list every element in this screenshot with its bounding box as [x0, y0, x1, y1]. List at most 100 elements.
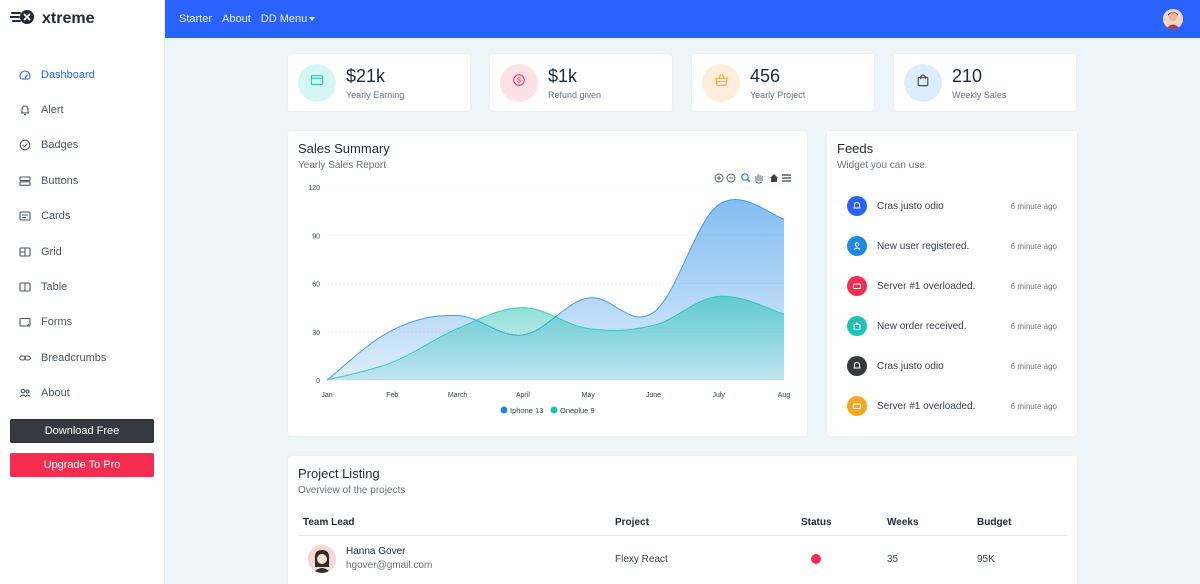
user-avatar[interactable] [1163, 9, 1183, 29]
sales-summary-card: Sales Summary Yearly Sales Report Jan Feb… [288, 131, 807, 436]
col-header-team-lead: Team Lead [303, 517, 355, 528]
status-dot [811, 554, 821, 564]
feed-item[interactable]: Cras justo odio 6 minute ago [847, 356, 1057, 376]
hdd-icon [847, 276, 867, 296]
stat-card-refund-given: $ $1k Refund given [490, 54, 672, 111]
zoom-out-icon[interactable] [726, 173, 736, 183]
feed-time: 6 minute ago [1010, 241, 1057, 251]
feed-text: New user registered. [877, 240, 970, 252]
chart-toolbar [714, 173, 791, 184]
table-header-row: Team Lead Project Status Weeks Budget [298, 516, 1067, 536]
sidebar-item-breadcrumbs[interactable]: Breadcrumbs [0, 340, 164, 375]
card-title: Feeds [837, 141, 874, 156]
link-icon [19, 352, 31, 364]
legend-label[interactable]: Iphone 13 [510, 406, 543, 415]
project-listing-card: Project Listing Overview of the projects… [288, 456, 1077, 584]
dd-menu-label: DD Menu [260, 13, 308, 25]
feed-time: 6 minute ago [1010, 201, 1057, 211]
people-icon [19, 387, 31, 399]
sidebar-item-label: Grid [41, 245, 62, 258]
y-tick-label: 90 [312, 233, 320, 240]
person-icon [847, 236, 867, 256]
card-title: Project Listing [298, 466, 380, 481]
feed-text: New order received. [877, 320, 967, 332]
x-tick-label: Feb [386, 392, 398, 399]
sidebar-item-cards[interactable]: Cards [0, 199, 164, 234]
sidebar-item-label: Forms [41, 316, 73, 329]
sidebar-item-forms[interactable]: Forms [0, 305, 164, 340]
sidebar-nav: Dashboard Alert Badges Buttons Cards Grid Tabl… [0, 57, 164, 411]
stat-value: $21k [346, 65, 386, 86]
x-tick-label: Aug [778, 392, 791, 399]
col-header-budget: Budget [977, 517, 1012, 528]
layout-split-icon [19, 281, 31, 293]
x-tick-label: July [712, 392, 725, 399]
feed-item[interactable]: New order received. 6 minute ago [847, 316, 1057, 336]
table-row[interactable]: Hanna Gover hgover@gmail.com Flexy React… [298, 536, 1067, 584]
stat-label: Yearly Project [750, 89, 806, 100]
sidebar-item-alert[interactable]: Alert [0, 92, 164, 127]
card-icon [310, 73, 324, 92]
feed-item[interactable]: New user registered. 6 minute ago [847, 236, 1057, 256]
feed-item[interactable]: Server #1 overloaded. 6 minute ago [847, 276, 1057, 296]
sidebar-item-label: Buttons [41, 174, 79, 187]
sidebar-item-badges[interactable]: Badges [0, 128, 164, 163]
stat-value: $1k [548, 65, 578, 86]
lead-name: Hanna Gover [346, 546, 406, 557]
zoom-in-icon[interactable] [714, 173, 724, 183]
menu-icon[interactable] [782, 174, 791, 182]
pan-hand-icon[interactable] [755, 174, 763, 184]
stat-card-weekly-sales: 210 Weekly Sales [894, 54, 1076, 111]
project-table: Team Lead Project Status Weeks Budget Ha… [298, 516, 1067, 584]
y-tick-label: 60 [312, 282, 320, 289]
sidebar-item-table[interactable]: Table [0, 269, 164, 304]
brand[interactable]: xtreme [0, 0, 164, 38]
weeks-value: 35 [887, 554, 899, 565]
legend-label[interactable]: Oneplue 9 [560, 406, 595, 415]
feed-item[interactable]: Cras justo odio 6 minute ago [847, 196, 1057, 216]
sidebar-item-grid[interactable]: Grid [0, 234, 164, 269]
download-free-button[interactable]: Download Free [10, 419, 154, 443]
upgrade-to-pro-button[interactable]: Upgrade To Pro [10, 453, 154, 477]
feed-time: 6 minute ago [1010, 321, 1057, 331]
sidebar-item-label: Alert [41, 104, 64, 117]
col-header-project: Project [615, 517, 649, 528]
sidebar-item-label: Breadcrumbs [41, 351, 107, 364]
sidebar-item-buttons[interactable]: Buttons [0, 163, 164, 198]
stat-label: Yearly Earning [346, 89, 405, 100]
feed-time: 6 minute ago [1010, 281, 1057, 291]
card-subtitle: Yearly Sales Report [298, 160, 387, 171]
stat-label: Refund given [548, 89, 602, 100]
svg-text:$: $ [517, 78, 521, 85]
series-line-0 [326, 199, 785, 381]
stat-value: 210 [952, 65, 983, 86]
avatar [308, 545, 336, 573]
stat-card-yearly-earning: $21k Yearly Earning [288, 54, 470, 111]
col-header-status: Status [801, 517, 832, 528]
sidebar-item-dashboard[interactable]: Dashboard [0, 57, 164, 92]
card-subtitle: Overview of the projects [298, 485, 406, 496]
stat-icon-bg: $ [500, 63, 538, 102]
sidebar-item-label: Table [41, 281, 68, 294]
budget-value: 95K [977, 554, 995, 565]
bag-icon [916, 73, 930, 92]
nav-link-about[interactable]: About [222, 13, 251, 25]
sidebar: xtreme Dashboard Alert Badges Buttons Cards G… [0, 0, 165, 584]
feed-item[interactable]: Server #1 overloaded. 6 minute ago [847, 396, 1057, 416]
selection-zoom-icon[interactable] [741, 173, 751, 183]
nav-link-starter[interactable]: Starter [179, 13, 213, 25]
check-circle-icon [19, 139, 31, 151]
stat-card-yearly-project: 456 Yearly Project [692, 54, 874, 111]
home-reset-icon[interactable] [770, 174, 778, 182]
hdd-icon [847, 396, 867, 416]
stat-icon-bg [702, 63, 740, 102]
coin-icon: $ [512, 73, 526, 92]
x-tick-label: May [582, 392, 596, 399]
topbar: Starter About DD Menu [165, 0, 1200, 38]
stat-icon-bg [298, 63, 336, 102]
basket-icon [714, 73, 729, 92]
project-name: Flexy React [615, 554, 668, 565]
card-subtitle: Widget you can use [837, 160, 925, 171]
sidebar-item-about[interactable]: About [0, 376, 164, 411]
dd-menu-dropdown[interactable]: DD Menu [260, 13, 316, 25]
